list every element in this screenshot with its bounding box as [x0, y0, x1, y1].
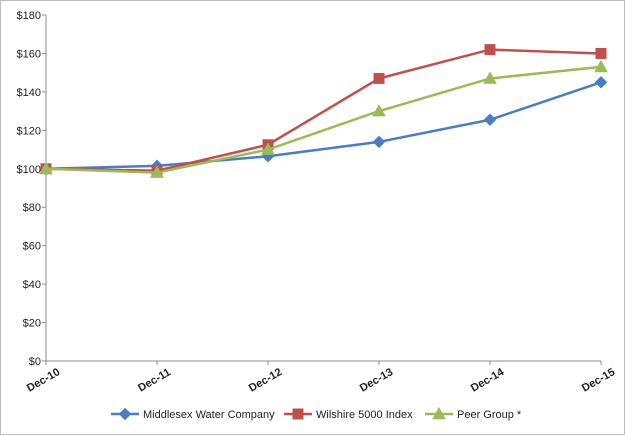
y-tick-label: $60	[23, 241, 41, 253]
series-line	[45, 48, 602, 172]
data-point	[39, 161, 53, 175]
data-point	[261, 142, 275, 155]
x-tick-label: Dec-10	[25, 366, 62, 394]
data-point	[372, 135, 386, 149]
y-tick-label: $0	[29, 356, 41, 368]
legend-item: Peer Group *	[425, 406, 522, 421]
legend-label: Middlesex Water Company	[143, 409, 275, 421]
series-line	[45, 65, 602, 174]
x-tick-label: Dec-14	[469, 366, 507, 395]
data-point	[373, 72, 385, 84]
legend-item: Wilshire 5000 Index	[284, 408, 413, 421]
data-point	[150, 165, 164, 178]
y-tick-label: $100	[17, 164, 41, 176]
x-tick-label: Dec-11	[136, 366, 173, 394]
data-point	[483, 113, 497, 126]
legend-marker	[292, 408, 304, 420]
y-tick-label: $180	[17, 10, 41, 22]
y-tick-label: $160	[17, 48, 41, 60]
legend-label: Wilshire 5000 Index	[316, 409, 413, 421]
data-point	[595, 47, 607, 59]
legend: Middlesex Water Company Wilshire 5000 Ind…	[111, 406, 522, 421]
y-tick-label: $80	[23, 202, 41, 214]
series-layer	[39, 44, 608, 178]
data-point	[484, 44, 496, 56]
legend-marker	[118, 407, 132, 421]
y-axis: $0 $20 $40 $60 $80 $100 $120 $140 $160 $180	[17, 10, 47, 368]
data-point	[483, 71, 497, 84]
data-point	[594, 59, 608, 73]
data-point	[372, 104, 386, 117]
x-tick-label: Dec-15	[580, 366, 617, 394]
x-tick-label: Dec-12	[247, 366, 284, 394]
data-point	[594, 76, 608, 89]
x-axis: Dec-10 Dec-11 Dec-12 Dec-13 Dec-14 Dec-15	[25, 360, 617, 395]
legend-marker	[432, 406, 446, 420]
y-tick-label: $40	[23, 279, 41, 291]
series-peer-group	[39, 59, 608, 178]
y-tick-label: $20	[23, 318, 41, 330]
legend-label: Peer Group *	[457, 409, 522, 421]
series-line	[45, 81, 602, 171]
x-tick-label: Dec-13	[358, 366, 395, 394]
y-tick-label: $140	[17, 87, 41, 99]
series-middlesex-water-company	[39, 76, 608, 175]
y-tick-label: $120	[17, 125, 41, 137]
legend-item: Middlesex Water Company	[111, 407, 275, 421]
